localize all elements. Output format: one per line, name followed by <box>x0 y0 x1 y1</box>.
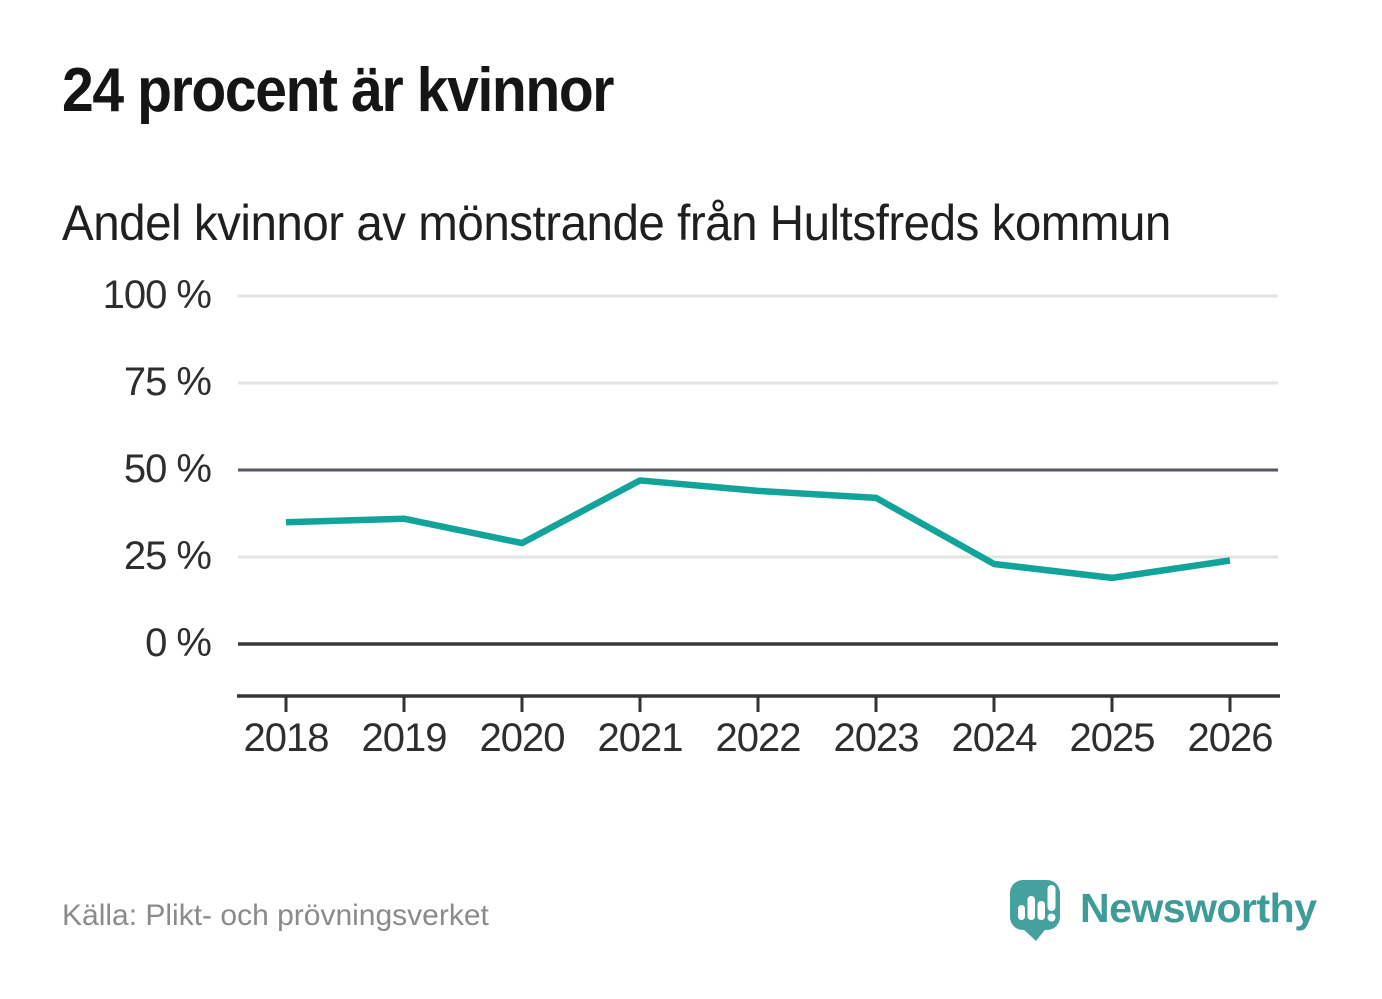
source-label: Källa: Plikt- och prövningsverket <box>62 899 489 932</box>
x-tick-label: 2018 <box>243 716 330 760</box>
x-tick-label: 2020 <box>479 716 566 760</box>
x-tick-label: 2024 <box>951 716 1038 760</box>
x-tick-label: 2026 <box>1187 716 1274 760</box>
chart-subtitle: Andel kvinnor av mönstrande från Hultsfr… <box>62 195 1171 251</box>
x-tick-label: 2023 <box>833 716 920 760</box>
y-tick-label: 50 % <box>123 447 212 491</box>
y-tick-label: 25 % <box>123 534 212 578</box>
x-tick-label: 2022 <box>715 716 802 760</box>
data-line <box>285 477 1231 582</box>
newsworthy-logo-icon <box>1010 880 1060 941</box>
x-tick-label: 2021 <box>597 716 684 760</box>
x-tick-label: 2019 <box>361 716 448 760</box>
chart-title: 24 procent är kvinnor <box>62 56 615 125</box>
x-tick-label: 2025 <box>1069 716 1156 760</box>
y-tick-label: 100 % <box>102 273 212 317</box>
newsworthy-logo-text: Newsworthy <box>1080 885 1317 931</box>
y-tick-label: 0 % <box>145 621 212 665</box>
y-tick-label: 75 % <box>123 360 212 404</box>
newsworthy-logo: Newsworthy <box>1008 876 1317 942</box>
